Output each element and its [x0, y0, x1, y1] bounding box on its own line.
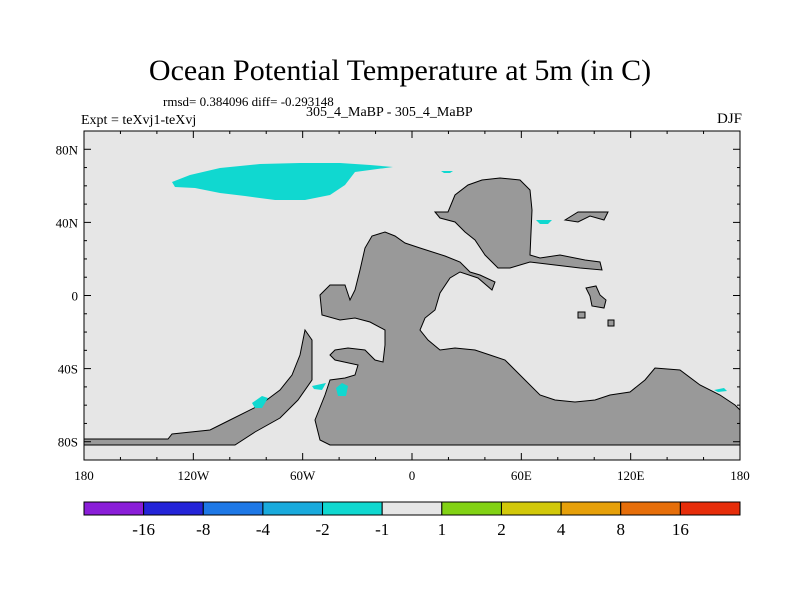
colorbar-label: -16	[132, 520, 155, 539]
y-tick-label: 40N	[56, 215, 79, 230]
colorbar-label: -8	[196, 520, 210, 539]
north-america-landmass	[314, 231, 741, 446]
y-axis: 80N 40N 0 40S 80S	[56, 130, 740, 461]
stats-label: rmsd= 0.384096 diff= -0.293148	[163, 94, 334, 109]
x-tick-label: 180	[74, 468, 94, 483]
season-label: DJF	[716, 111, 742, 127]
anomaly-east-north	[536, 220, 552, 224]
y-tick-label: 40S	[58, 362, 78, 377]
x-axis: 180 120W 60W 0 60E 120E 180	[74, 131, 750, 483]
anomaly-south-1	[252, 396, 268, 408]
colorbar-label: -4	[256, 520, 271, 539]
eurasia-landmass	[433, 177, 603, 271]
colorbar-swatch	[381, 501, 443, 516]
experiment-label: Expt = teXvj1-teXvj	[81, 113, 197, 128]
colorbar-swatch	[441, 501, 502, 516]
x-tick-label: 180	[730, 468, 750, 483]
colorbar-swatch	[202, 501, 264, 516]
y-tick-label: 80N	[56, 142, 79, 157]
y-tick-label: 0	[72, 289, 79, 304]
anomaly-south-3	[336, 383, 348, 396]
colorbar-swatch	[620, 501, 681, 516]
chart-title: Ocean Potential Temperature at 5m (in C)	[148, 54, 652, 87]
colorbar-swatch	[262, 501, 324, 516]
colorbar-label: 8	[616, 520, 625, 539]
colorbar-label: 1	[438, 520, 447, 539]
colorbar-label: -2	[315, 520, 329, 539]
x-tick-label: 60E	[511, 468, 532, 483]
colorbar-label: 4	[557, 520, 566, 539]
colorbar-swatch	[83, 501, 145, 516]
colorbar-label: 16	[672, 520, 689, 539]
americas-landmass	[83, 328, 313, 446]
anomaly-east-south	[714, 388, 727, 392]
land-layer	[83, 177, 741, 446]
y-tick-label: 80S	[58, 435, 78, 450]
x-tick-label: 0	[409, 468, 416, 483]
colorbar-swatch	[322, 501, 383, 516]
x-tick-label: 120E	[617, 468, 645, 483]
anomaly-north-dot	[441, 171, 453, 173]
island-small-landmass	[577, 311, 586, 319]
x-tick-label: 60W	[290, 468, 316, 483]
colorbar-swatch	[500, 501, 562, 516]
x-tick-label: 120W	[177, 468, 210, 483]
anomaly-south-2	[312, 383, 326, 390]
colorbar-swatch	[560, 501, 622, 516]
chart-subtitle: 305_4_MaBP - 305_4_MaBP	[306, 105, 473, 120]
island-tiny-landmass	[607, 319, 615, 327]
anomaly-arctic	[172, 163, 393, 200]
anomaly-layer	[172, 163, 727, 408]
colorbar-swatch	[679, 501, 741, 516]
island-landmass	[585, 285, 607, 309]
colorbar-swatch	[143, 501, 204, 516]
colorbar-label: -1	[375, 520, 389, 539]
colorbar-label: 2	[497, 520, 506, 539]
east-asia-landmass	[563, 211, 609, 223]
colorbar: -16 -8 -4 -2 -1 1 2 4 8 16	[83, 501, 741, 539]
